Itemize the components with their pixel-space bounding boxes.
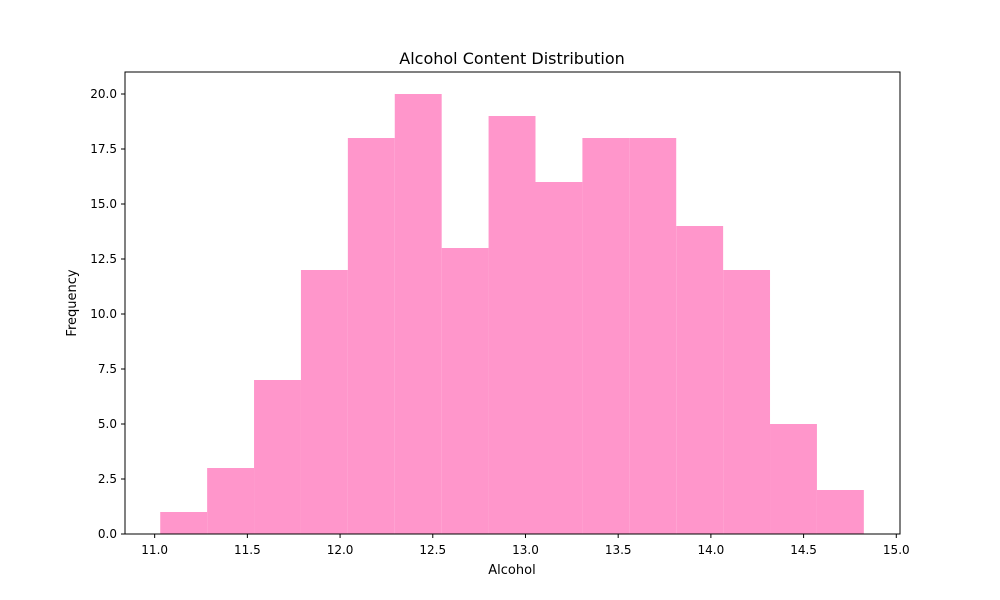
x-tick-label: 13.0 [512, 543, 539, 557]
histogram-bar [254, 380, 301, 534]
histogram-bar [582, 138, 630, 534]
x-tick-label: 12.5 [419, 543, 446, 557]
y-tick-label: 20.0 [90, 87, 117, 101]
x-tick-label: 14.0 [698, 543, 725, 557]
chart-title: Alcohol Content Distribution [399, 49, 625, 68]
histogram-bar [441, 248, 489, 534]
y-tick-label: 2.5 [98, 472, 117, 486]
y-tick-label: 17.5 [90, 142, 117, 156]
histogram-bar [723, 270, 771, 534]
y-tick-label: 0.0 [98, 527, 117, 541]
y-axis-ticks: 0.0 2.5 5.0 7.5 10.0 12.5 15.0 17.5 20.0 [90, 87, 125, 541]
histogram-bar [160, 512, 208, 534]
x-tick-label: 14.5 [790, 543, 817, 557]
histogram-bar [676, 226, 724, 534]
y-axis-label: Frequency [65, 269, 80, 336]
histogram-bar [207, 468, 255, 534]
histogram-bar [488, 116, 536, 534]
y-tick-label: 7.5 [98, 362, 117, 376]
x-tick-label: 11.0 [141, 543, 168, 557]
x-tick-label: 11.5 [234, 543, 261, 557]
y-tick-label: 5.0 [98, 417, 117, 431]
histogram-bar [300, 270, 348, 534]
plot-area-frame [124, 71, 901, 535]
histogram-bar [816, 490, 864, 534]
histogram-bar [629, 138, 677, 534]
bars-group [160, 94, 864, 534]
y-tick-label: 10.0 [90, 307, 117, 321]
x-axis-ticks: 11.0 11.5 12.0 12.5 13.0 13.5 14.0 14.5 15.0 [141, 534, 910, 557]
x-axis-label: Alcohol [488, 563, 535, 578]
x-tick-label: 12.0 [327, 543, 354, 557]
x-tick-label: 13.5 [605, 543, 632, 557]
histogram-bar [347, 138, 395, 534]
x-tick-label: 15.0 [883, 543, 910, 557]
y-tick-label: 12.5 [90, 252, 117, 266]
histogram-bar [770, 424, 817, 534]
y-tick-label: 15.0 [90, 197, 117, 211]
histogram-bar [535, 182, 583, 534]
histogram-bar [394, 94, 442, 534]
